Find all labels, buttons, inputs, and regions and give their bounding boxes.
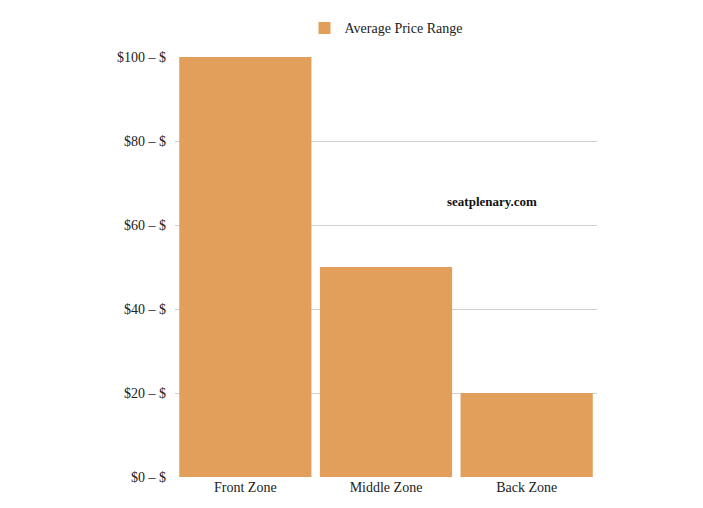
- svg-text:Back Zone: Back Zone: [496, 480, 557, 495]
- svg-text:Front Zone: Front Zone: [214, 480, 277, 495]
- svg-text:Middle Zone: Middle Zone: [350, 480, 423, 495]
- svg-text:$0 – $: $0 – $: [131, 470, 166, 485]
- svg-text:$60 – $: $60 – $: [124, 218, 166, 233]
- svg-text:$40 – $: $40 – $: [124, 302, 166, 317]
- svg-text:$100 – $: $100 – $: [117, 50, 166, 65]
- svg-text:seatplenary.com: seatplenary.com: [447, 194, 537, 209]
- svg-text:Average Price Range: Average Price Range: [345, 21, 463, 36]
- svg-text:$20 – $: $20 – $: [124, 386, 166, 401]
- svg-text:$80 – $: $80 – $: [124, 134, 166, 149]
